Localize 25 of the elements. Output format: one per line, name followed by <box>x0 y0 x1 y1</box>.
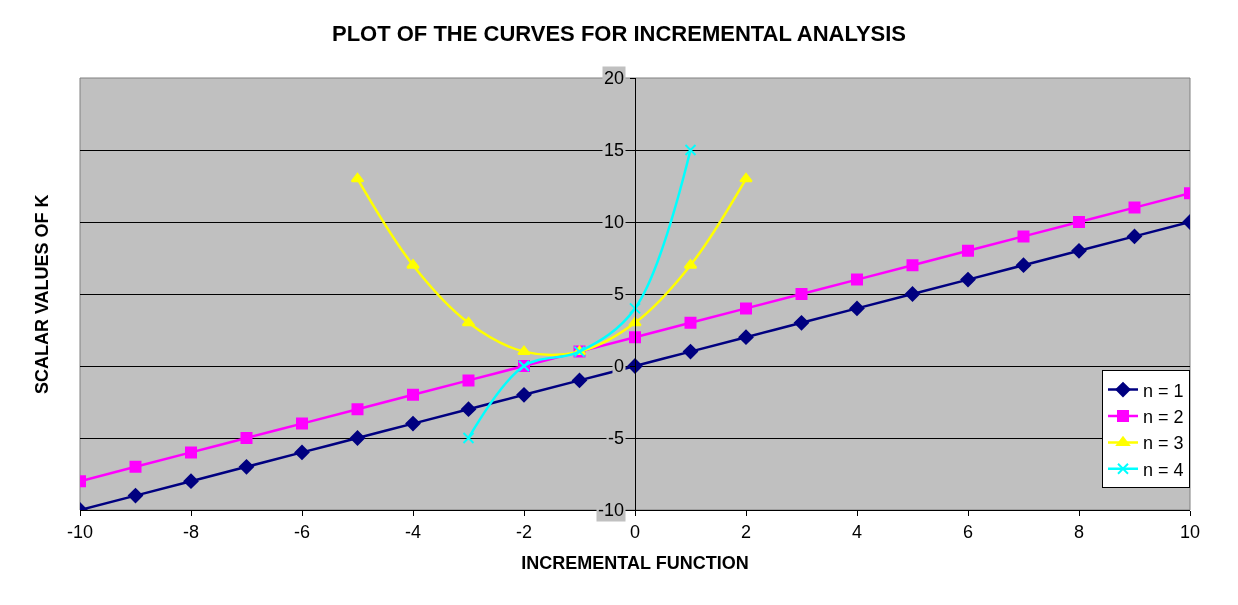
legend-label: n = 3 <box>1143 433 1184 454</box>
x-tick-label: 2 <box>740 521 752 542</box>
y-tick-label: 0 <box>614 356 625 376</box>
y-tick-label: 5 <box>614 284 625 304</box>
x-tick-label: 6 <box>962 521 974 542</box>
legend-label: n = 1 <box>1143 380 1184 401</box>
legend-label: n = 4 <box>1143 459 1184 480</box>
y-tick-label: -10 <box>598 500 625 520</box>
x-tick-label: -10 <box>66 521 94 542</box>
y-tick-label: 20 <box>604 68 625 88</box>
x-tick-label: 0 <box>629 521 641 542</box>
x-axis-title: INCREMENTAL FUNCTION <box>521 552 749 573</box>
chart-title: PLOT OF THE CURVES FOR INCREMENTAL ANALYSIS <box>331 20 907 46</box>
y-axis-title: SCALAR VALUES OF K <box>32 194 53 395</box>
y-tick-label: -5 <box>608 428 625 448</box>
x-tick-label: -4 <box>404 521 422 542</box>
x-tick-label: 4 <box>851 521 863 542</box>
x-tick-label: 8 <box>1073 521 1085 542</box>
y-tick-label: 15 <box>604 140 625 160</box>
x-tick-label: -6 <box>293 521 311 542</box>
legend-label: n = 2 <box>1143 407 1184 428</box>
x-tick-label: -2 <box>515 521 533 542</box>
y-tick-label: 10 <box>604 212 625 232</box>
x-tick-label: -8 <box>182 521 200 542</box>
x-tick-label: 10 <box>1179 521 1201 542</box>
